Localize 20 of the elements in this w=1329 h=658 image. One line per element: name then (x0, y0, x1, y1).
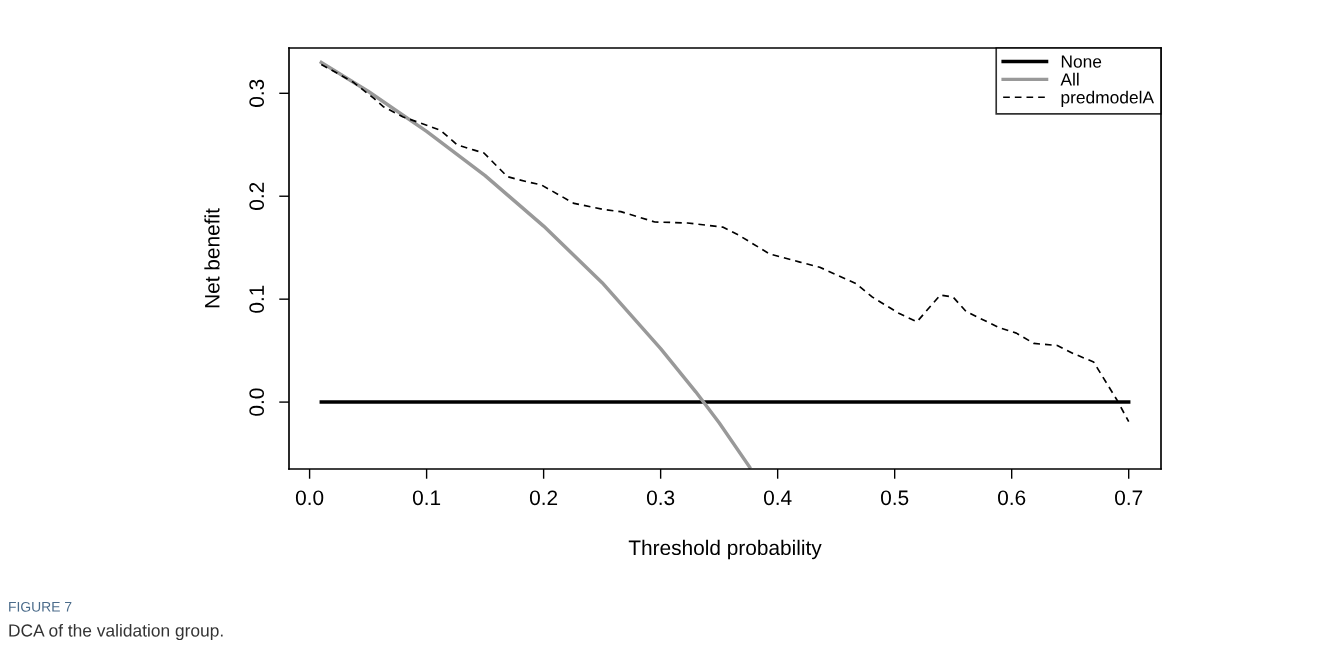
line-series (319, 60, 752, 469)
text: DCA of the validation group. (9, 623, 223, 641)
legend-label: predmodelA (1061, 90, 1155, 107)
x-tick-label: 0.1 (412, 490, 441, 506)
x-tick-label: 0.4 (763, 490, 792, 506)
caption: FIGURE 7 (9, 601, 72, 612)
x-tick-label: 0.5 (881, 490, 909, 506)
x-tick-label: 0.2 (529, 490, 558, 506)
y-tick-label: 0.0 (249, 388, 265, 416)
x-tick-label: 0.7 (1115, 490, 1143, 506)
x-axis-title: Threshold probability (628, 539, 822, 560)
legend-label: All (1060, 72, 1079, 86)
x-tick-label: 0.6 (998, 490, 1026, 506)
legend-label: None (1061, 55, 1102, 68)
y-tick-label: 0.2 (249, 182, 265, 210)
x-tick-label: 0.3 (646, 490, 675, 506)
y-axis-title: Net benefit (204, 208, 220, 308)
y-tick-label: 0.1 (249, 285, 265, 313)
y-tick-label: 0.3 (249, 79, 265, 107)
x-tick-label: 0.0 (295, 490, 324, 506)
